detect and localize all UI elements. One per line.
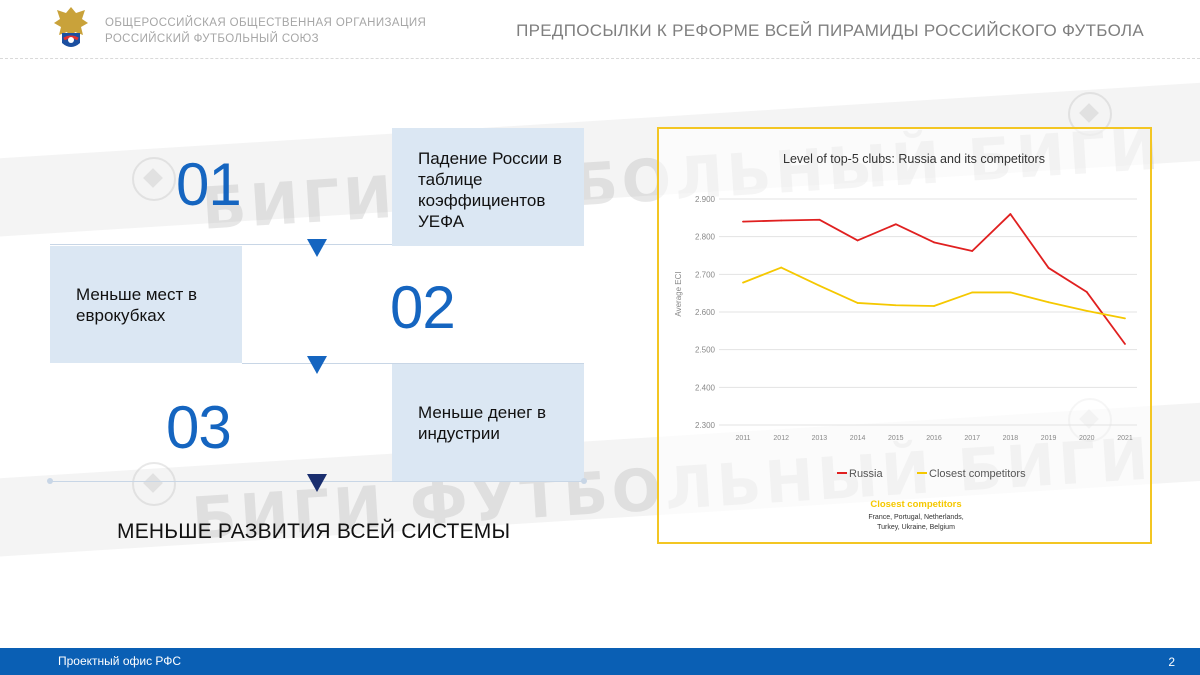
data-point [971,291,974,294]
step-1-text: Падение России в таблице коэффициентов У… [418,149,562,231]
step-3-number: 03 [166,394,232,461]
down-arrow-icon [307,356,327,374]
data-point [1085,291,1088,293]
x-tick-label: 2016 [926,435,942,442]
data-point [1124,343,1126,345]
competitors-note-line2: Turkey, Ukraine, Belgium [877,524,955,531]
data-point [933,305,935,307]
x-tick-label: 2014 [850,435,866,442]
data-point [894,223,897,226]
org-name-line2: РОССИЙСКИЙ ФУТБОЛЬНЫЙ СОЮЗ [105,33,320,45]
divider-line [50,244,392,245]
x-tick-label: 2019 [1041,435,1057,442]
data-point [1047,267,1050,269]
y-tick-label: 2.900 [695,195,716,204]
x-tick-label: 2018 [1003,435,1019,442]
step-3-text: Меньше денег в индустрии [418,403,547,443]
soccer-ball-icon [132,462,176,506]
x-tick-label: 2011 [735,435,750,442]
rfs-logo-icon [54,7,88,47]
series-line-1 [742,266,1126,320]
footer-bar: Проектный офис РФС 2 [0,648,1200,675]
x-tick-label: 2015 [888,435,904,442]
data-point [856,302,859,304]
conclusion-text: МЕНЬШЕ РАЗВИТИЯ ВСЕЙ СИСТЕМЫ [117,520,511,543]
legend-label: Closest competitors [929,468,1026,480]
down-arrow-icon [307,239,327,257]
soccer-ball-icon [132,157,176,201]
y-tick-label: 2.700 [695,270,716,279]
data-point [818,218,821,221]
step-2-text: Меньше мест в еврокубках [76,285,198,325]
x-tick-label: 2021 [1117,435,1133,442]
data-point [971,250,974,252]
slide-title: ПРЕДПОСЫЛКИ К РЕФОРМЕ ВСЕЙ ПИРАМИДЫ РОСС… [516,21,1144,40]
line-end-dot [47,478,53,484]
step-1-number: 01 [176,151,242,218]
data-point [856,239,859,242]
chart-frame: Level of top-5 clubs: Russia and its com… [657,127,1152,544]
competitors-note-line1: France, Portugal, Netherlands, [868,514,963,521]
down-arrow-icon [307,474,327,492]
data-point [933,241,935,244]
y-tick-label: 2.400 [695,383,716,392]
step-1-box [392,128,584,246]
x-tick-label: 2012 [773,435,789,442]
data-point [1009,213,1012,215]
data-point [780,219,783,222]
y-tick-label: 2.800 [695,233,716,242]
data-point [1085,309,1088,312]
series-line-0 [742,213,1126,345]
data-point [818,284,821,287]
data-point [1124,317,1126,320]
competitors-note-title: Closest competitors [870,499,961,510]
y-tick-label: 2.500 [695,346,716,355]
legend-label: Russia [849,468,884,480]
page-number: 2 [1168,655,1175,669]
data-point [742,220,744,223]
data-point [1047,301,1050,304]
slide-header: ОБЩЕРОССИЙСКАЯ ОБЩЕСТВЕННАЯ ОРГАНИЗАЦИЯ … [0,0,1200,59]
line-chart: Level of top-5 clubs: Russia and its com… [674,152,1137,531]
org-name-line1: ОБЩЕРОССИЙСКАЯ ОБЩЕСТВЕННАЯ ОРГАНИЗАЦИЯ [105,17,427,29]
x-tick-label: 2017 [964,435,980,442]
chart-title: Level of top-5 clubs: Russia and its com… [783,152,1045,166]
data-point [780,266,783,269]
x-tick-label: 2013 [812,435,828,442]
data-point [742,281,744,284]
data-point [1009,291,1012,294]
y-axis-label: Average ECI [674,271,683,316]
line-end-dot [581,478,587,484]
step-2-number: 02 [390,274,456,341]
step-2-box [50,246,242,363]
divider-line [242,363,584,364]
y-tick-label: 2.300 [695,421,716,430]
data-point [894,304,897,307]
x-tick-label: 2020 [1079,435,1095,442]
y-tick-label: 2.600 [695,308,716,317]
step-3-box [392,364,584,482]
footer-text: Проектный офис РФС [58,654,182,668]
